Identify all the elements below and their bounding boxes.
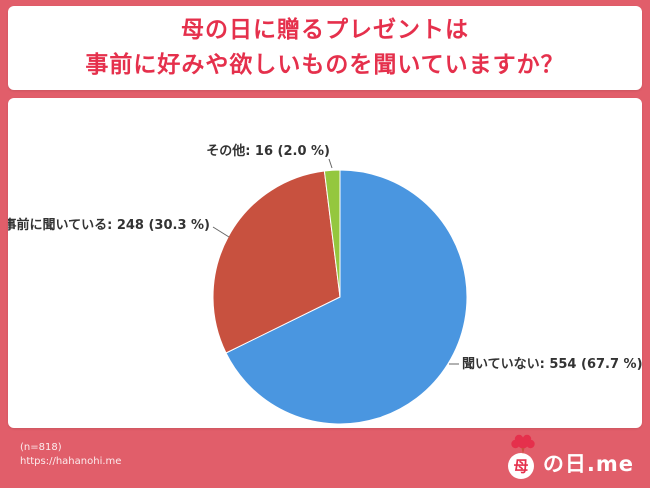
slice-label-0: 聞いていない: 554 (67.7 %): [462, 357, 642, 372]
source-url-label: https://hahanohi.me: [20, 456, 122, 467]
logo-circle: [507, 453, 534, 479]
page-title-line-1: 母の日に贈るプレゼントは: [181, 17, 469, 43]
slice-label-2: その他: 16 (2.0 %): [206, 143, 330, 159]
site-logo: 母 の日.me: [501, 432, 634, 482]
title-banner: 母の日に贈るプレゼントは 事前に好みや欲しいものを聞いていますか？: [8, 6, 642, 90]
logo-emblem: 母: [507, 434, 535, 479]
chart-panel: 聞いていない: 554 (67.7 %) 事前に聞いている: 248 (30.3 …: [8, 98, 642, 428]
pie-slice-2: [323, 169, 341, 298]
slice-label-1: 事前に聞いている: 248 (30.3 %): [8, 217, 210, 233]
footer-note: (n=818) https://hahanohi.me: [20, 441, 121, 469]
leader-line-1: [212, 226, 230, 238]
logo-text: の日.me: [542, 452, 634, 476]
logo-circle-char: 母: [513, 458, 528, 476]
sample-size-label: (n=818): [20, 442, 62, 453]
pie-chart: 聞いていない: 554 (67.7 %) 事前に聞いている: 248 (30.3 …: [8, 143, 642, 425]
page-title-line-2: 事前に好みや欲しいものを聞いていますか？: [85, 52, 565, 78]
carnation-icon: [511, 434, 535, 454]
pie-slice-0: [225, 169, 468, 425]
leader-line-2: [328, 158, 333, 169]
